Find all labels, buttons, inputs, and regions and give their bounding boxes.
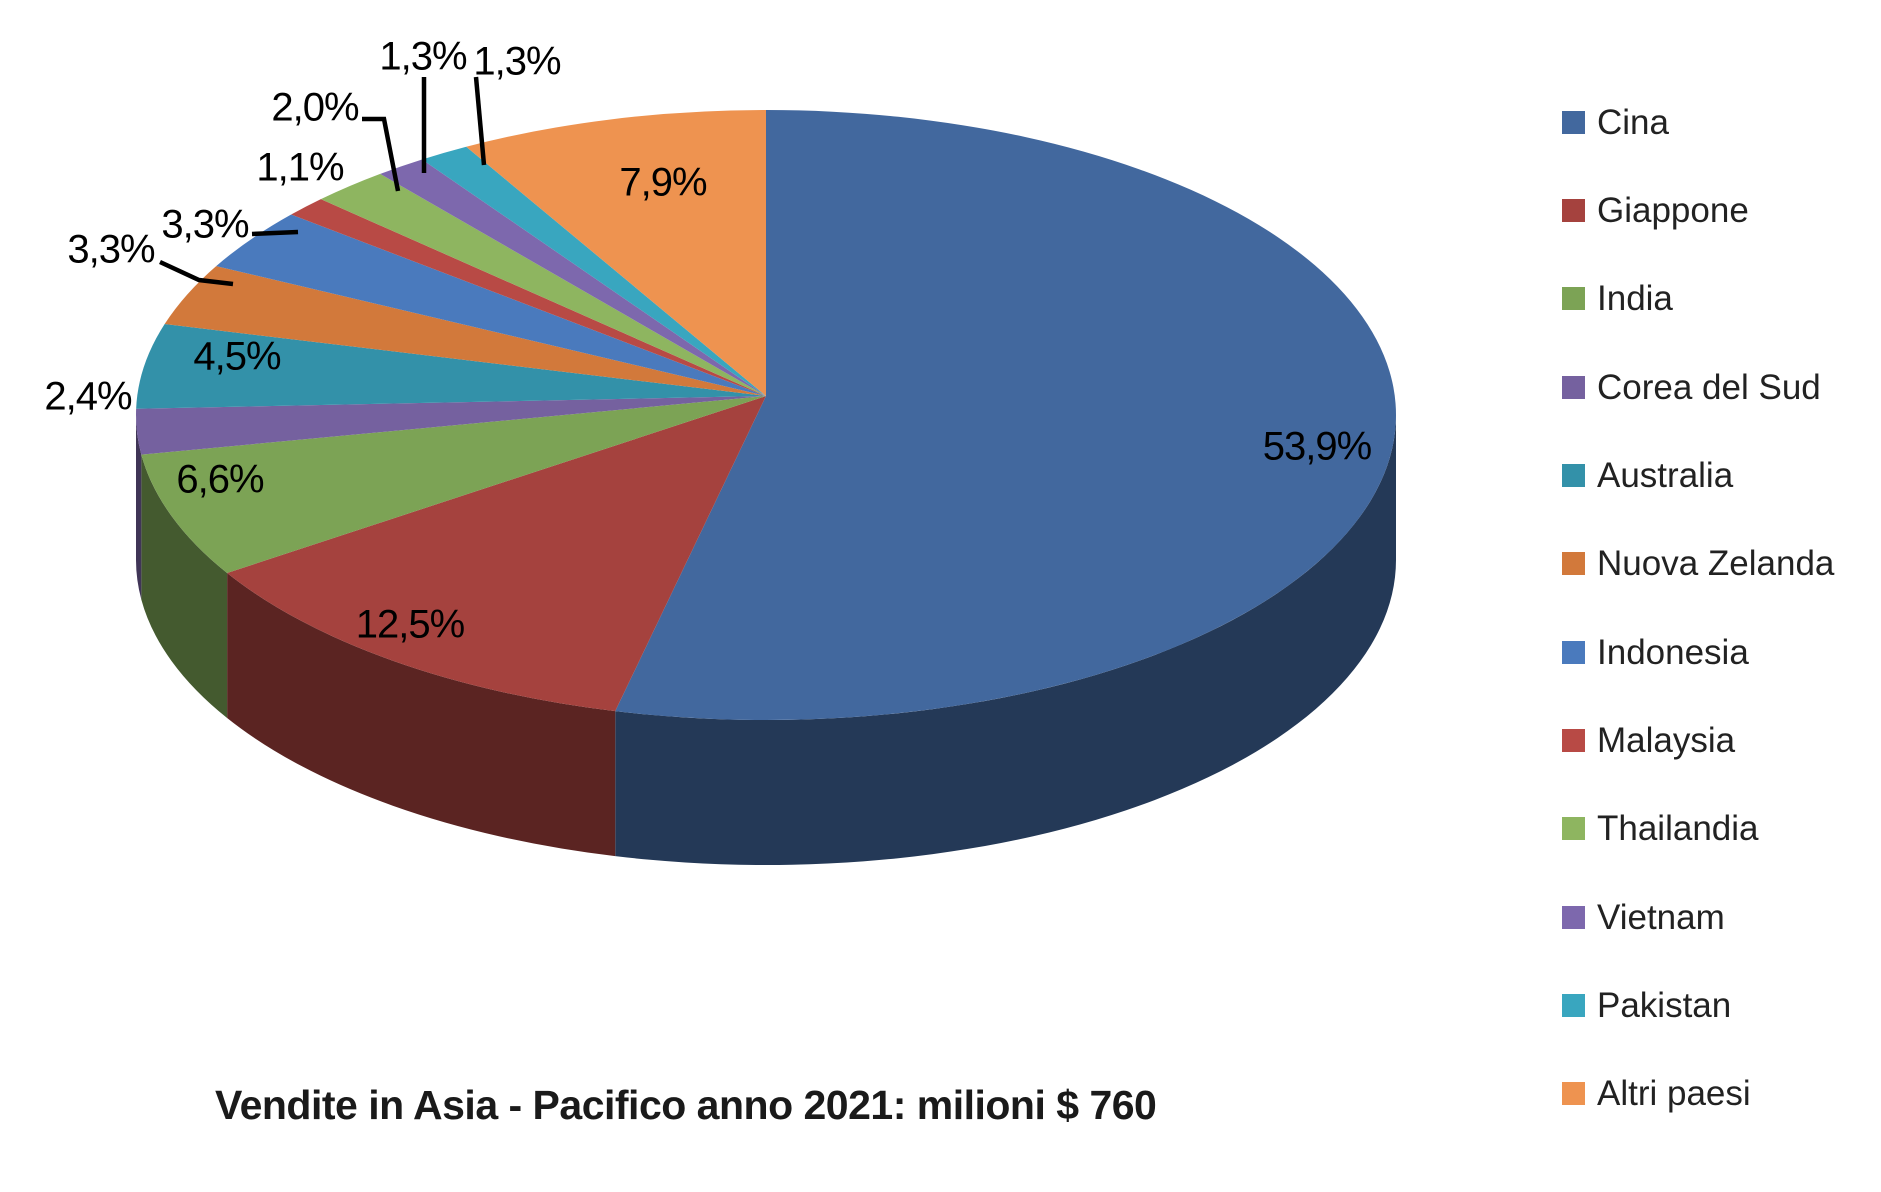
legend-item-altri-paesi: Altri paesi <box>1562 1076 1751 1112</box>
pie-slice-vietnam <box>380 159 766 396</box>
legend-item-vietnam: Vietnam <box>1562 899 1725 935</box>
legend-swatch-australia <box>1562 463 1585 487</box>
legend-label-thailandia: Thailandia <box>1597 809 1759 849</box>
slice-label-india: 6,6% <box>176 457 264 502</box>
callout-line-pakistan <box>473 76 487 166</box>
slice-label-vietnam: 1,3% <box>379 34 467 79</box>
slice-label-australia: 4,5% <box>193 334 281 379</box>
legend-item-nuova-zelanda: Nuova Zelanda <box>1562 546 1834 582</box>
pie-slice-india <box>141 396 766 573</box>
legend-swatch-india <box>1562 287 1585 311</box>
legend-item-pakistan: Pakistan <box>1562 988 1731 1024</box>
callout-line-indonesia <box>251 229 299 237</box>
pie-slice-thailandia <box>320 173 766 396</box>
legend-item-cina: Cina <box>1562 104 1669 140</box>
slice-label-cina: 53,9% <box>1262 424 1372 469</box>
legend-swatch-indonesia <box>1562 640 1585 664</box>
legend-item-giappone: Giappone <box>1562 192 1749 228</box>
legend-swatch-cina <box>1562 110 1585 134</box>
callout-line-nuova-zelanda <box>159 259 234 287</box>
legend-label-malaysia: Malaysia <box>1597 721 1736 761</box>
pie-side-giappone <box>227 572 616 857</box>
legend-item-corea-del-sud: Corea del Sud <box>1562 369 1821 405</box>
slice-label-altri-paesi: 7,9% <box>619 160 707 205</box>
slice-label-malaysia: 1,1% <box>256 145 344 190</box>
pie-slice-altri-paesi <box>466 110 766 396</box>
slice-label-giappone: 12,5% <box>355 602 465 647</box>
legend-item-indonesia: Indonesia <box>1562 634 1749 670</box>
legend-swatch-corea-del-sud <box>1562 375 1585 399</box>
legend-swatch-malaysia <box>1562 729 1585 753</box>
pie-slice-giappone <box>227 396 766 712</box>
legend-label-vietnam: Vietnam <box>1597 897 1725 937</box>
legend-label-indonesia: Indonesia <box>1597 632 1749 672</box>
pie-side-india <box>141 454 228 718</box>
pie-side-corea-del-sud <box>136 415 142 600</box>
slice-label-corea-del-sud: 2,4% <box>44 374 132 419</box>
pie-slice-cina <box>615 110 1397 721</box>
slice-label-thailandia: 2,0% <box>271 85 359 130</box>
pie-slice-corea-del-sud <box>136 396 767 455</box>
pie-slice-australia <box>136 324 766 409</box>
legend-label-nuova-zelanda: Nuova Zelanda <box>1597 544 1835 584</box>
legend-item-australia: Australia <box>1562 457 1733 493</box>
legend-item-thailandia: Thailandia <box>1562 811 1759 847</box>
legend-swatch-nuova-zelanda <box>1562 552 1585 576</box>
pie-slice-malaysia <box>291 199 766 396</box>
legend-label-corea-del-sud: Corea del Sud <box>1597 367 1821 407</box>
slice-label-nuova-zelanda: 3,3% <box>67 227 155 272</box>
legend-label-cina: Cina <box>1597 102 1669 142</box>
legend-label-altri-paesi: Altri paesi <box>1597 1074 1751 1114</box>
slice-label-indonesia: 3,3% <box>161 202 249 247</box>
pie-slice-indonesia <box>216 214 766 396</box>
pie-side-cina <box>615 415 1396 865</box>
legend-swatch-altri-paesi <box>1562 1082 1585 1106</box>
legend-swatch-giappone <box>1562 198 1585 222</box>
slice-label-pakistan: 1,3% <box>473 39 561 84</box>
pie-slice-pakistan <box>422 146 766 396</box>
legend-swatch-thailandia <box>1562 817 1585 841</box>
legend-label-giappone: Giappone <box>1597 190 1749 230</box>
legend-item-india: India <box>1562 281 1673 317</box>
callout-line-thailandia <box>362 116 401 192</box>
legend-label-pakistan: Pakistan <box>1597 986 1732 1026</box>
legend-swatch-pakistan <box>1562 994 1585 1018</box>
pie-slice-nuova-zelanda <box>164 266 766 396</box>
legend-item-malaysia: Malaysia <box>1562 723 1735 759</box>
legend-swatch-vietnam <box>1562 905 1585 929</box>
legend-label-india: India <box>1597 279 1673 319</box>
chart-title: Vendite in Asia - Pacifico anno 2021: mi… <box>215 1082 1157 1128</box>
legend-label-australia: Australia <box>1597 455 1734 495</box>
